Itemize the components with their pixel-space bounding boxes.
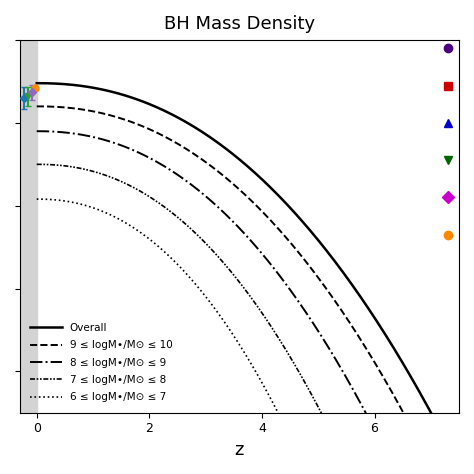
Title: BH Mass Density: BH Mass Density (164, 15, 315, 33)
X-axis label: z: z (235, 441, 244, 459)
Bar (20, 40, 37, 413)
Legend: Overall, 9 ≤ logM∙/M⊙ ≤ 10, 8 ≤ logM∙/M⊙ ≤ 9, 7 ≤ logM∙/M⊙ ≤ 8, 6 ≤ logM∙/M⊙ ≤ 7: Overall, 9 ≤ logM∙/M⊙ ≤ 10, 8 ≤ logM∙/M⊙… (25, 318, 178, 408)
